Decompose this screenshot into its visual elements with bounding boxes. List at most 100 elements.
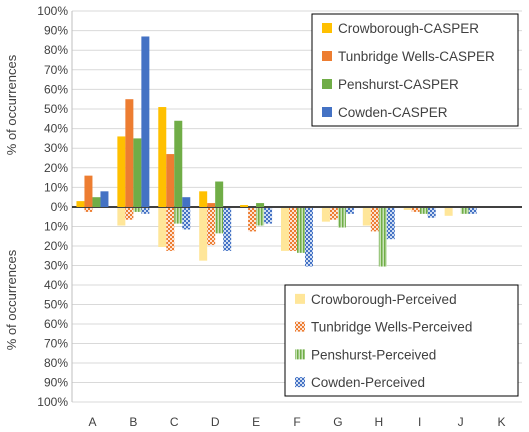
bar	[182, 208, 191, 230]
bar	[460, 208, 469, 214]
y-tick-label: 30%	[44, 259, 68, 273]
y-tick-label: 80%	[44, 43, 68, 57]
bar	[337, 208, 346, 228]
y-tick-labels: 100% 90% 80% 70% 60% 50% 40% 30% 20% 10% 0% 10% 20% 3…	[37, 4, 68, 409]
bar	[468, 208, 477, 214]
bar	[264, 208, 273, 224]
bar	[256, 208, 265, 226]
bar	[329, 208, 338, 220]
bar	[427, 208, 436, 218]
bar	[256, 203, 265, 207]
y-tick-label: 0%	[51, 200, 69, 214]
y-tick-label: 20%	[44, 161, 68, 175]
bar	[444, 208, 453, 216]
y-tick-label: 30%	[44, 141, 68, 155]
legend-label: Tunbridge Wells-CASPER	[338, 49, 495, 64]
bar	[166, 208, 175, 251]
bar	[370, 208, 379, 232]
bar	[240, 205, 249, 207]
legend-label: Cowden-Perceived	[311, 375, 425, 390]
y-tick-label: 60%	[44, 317, 68, 331]
legend-swatch	[322, 51, 332, 61]
bar	[321, 208, 330, 222]
bar	[378, 208, 387, 267]
legend-swatch	[322, 23, 332, 33]
x-tick-label: B	[129, 415, 137, 429]
bar	[305, 208, 313, 267]
x-tick-label: E	[252, 415, 260, 429]
legend-swatch	[295, 349, 305, 360]
y-tick-label: 40%	[44, 122, 68, 136]
y-tick-label: 40%	[44, 278, 68, 292]
legend-swatch	[295, 321, 305, 332]
bar	[76, 201, 85, 207]
legend-label: Crowborough-Perceived	[311, 292, 457, 307]
bar	[117, 208, 126, 226]
legend-bottom: Crowborough-Perceived Tunbridge Wells-Per…	[284, 284, 519, 397]
bar	[215, 181, 224, 207]
y-axis-label-bottom: % of occurrences	[4, 249, 19, 350]
legend-label: Penshurst-Perceived	[311, 347, 436, 362]
bar	[223, 208, 232, 251]
x-tick-label: H	[374, 415, 383, 429]
y-tick-label: 20%	[44, 239, 68, 253]
bar	[125, 208, 134, 220]
bar	[199, 208, 208, 261]
x-tick-label: J	[458, 415, 464, 429]
bar	[199, 191, 208, 207]
casper-bars	[76, 36, 265, 208]
x-tick-label: C	[170, 415, 179, 429]
x-tick-label: F	[293, 415, 300, 429]
legend-label: Cowden-CASPER	[338, 105, 448, 120]
bar	[125, 99, 134, 207]
legend-label: Penshurst-CASPER	[338, 77, 459, 92]
legend-swatch	[322, 107, 332, 117]
y-tick-label: 50%	[44, 298, 68, 312]
bar	[362, 208, 371, 226]
bar	[100, 191, 109, 207]
y-tick-label: 100%	[37, 395, 68, 409]
bar	[141, 208, 150, 214]
bar	[84, 175, 93, 207]
bar	[158, 107, 167, 207]
x-tick-labels: A B C D E F G H I J K	[88, 415, 505, 429]
bar	[166, 154, 175, 207]
bar	[158, 208, 167, 247]
bar	[289, 208, 297, 251]
bar	[207, 208, 216, 246]
bar	[84, 208, 93, 212]
x-tick-label: K	[498, 415, 506, 429]
bar	[419, 208, 428, 214]
bar	[92, 197, 101, 207]
x-tick-label: I	[418, 415, 421, 429]
bar	[281, 208, 289, 251]
bar	[411, 208, 420, 212]
bar	[174, 208, 183, 224]
legend-swatch	[295, 293, 305, 304]
y-tick-label: 10%	[44, 180, 68, 194]
legend-box	[284, 284, 519, 397]
legend-swatch	[322, 79, 332, 89]
y-tick-label: 70%	[44, 63, 68, 77]
bar	[297, 208, 305, 253]
y-tick-label: 70%	[44, 337, 68, 351]
bar	[133, 208, 142, 212]
bar	[386, 208, 395, 240]
y-tick-label: 80%	[44, 356, 68, 370]
legend-top: Crowborough-CASPER Tunbridge Wells-CASPER…	[311, 13, 519, 127]
bar	[215, 208, 224, 234]
bar	[117, 136, 126, 207]
perceived-bars	[84, 208, 477, 267]
y-tick-label: 10%	[44, 220, 68, 234]
legend-label: Crowborough-CASPER	[338, 21, 479, 36]
x-tick-label: A	[88, 415, 96, 429]
x-tick-label: G	[333, 415, 342, 429]
y-tick-label: 90%	[44, 376, 68, 390]
y-axis-label-top: % of occurrences	[4, 54, 19, 155]
bar	[141, 36, 150, 208]
bar	[133, 138, 142, 207]
y-tick-label: 90%	[44, 24, 68, 38]
bar	[345, 208, 354, 214]
y-tick-label: 100%	[37, 4, 68, 18]
